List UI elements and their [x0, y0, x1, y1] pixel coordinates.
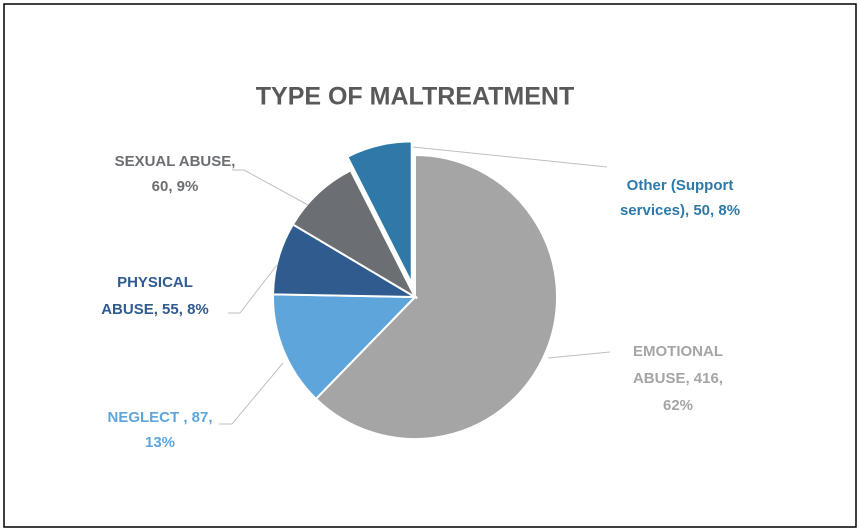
data-label: NEGLECT , 87,	[107, 409, 212, 426]
data-label: services), 50, 8%	[620, 202, 740, 219]
leader-line	[228, 264, 278, 314]
data-label: EMOTIONAL	[633, 343, 723, 360]
leader-line	[219, 362, 284, 425]
pie-slice	[291, 169, 418, 300]
data-label: PHYSICAL	[117, 274, 193, 291]
data-label: ABUSE, 55, 8%	[101, 301, 209, 318]
data-label: Other (Support	[627, 177, 734, 194]
pie-slice	[314, 153, 558, 440]
chart-title: TYPE OF MALTREATMENT	[256, 83, 575, 111]
data-label: ABUSE, 416,	[633, 370, 723, 387]
leader-line	[232, 169, 309, 206]
data-label: 60, 9%	[152, 178, 199, 195]
data-label: 13%	[145, 434, 175, 451]
pie-slice	[272, 293, 418, 401]
leader-line	[412, 146, 608, 168]
data-label: 62%	[663, 397, 693, 414]
leader-line	[547, 351, 611, 359]
pie-slice	[346, 140, 413, 284]
data-label: SEXUAL ABUSE,	[115, 153, 236, 170]
